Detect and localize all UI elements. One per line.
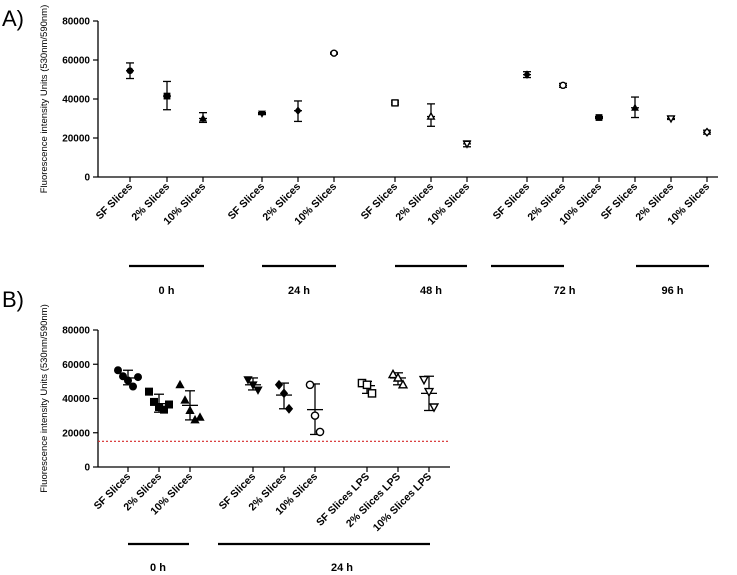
- data-point: [423, 387, 435, 398]
- data-point: [195, 412, 205, 421]
- data-point: [248, 381, 258, 390]
- data-point: [362, 380, 372, 390]
- mean-marker: [595, 114, 603, 121]
- panel-label: B): [2, 287, 24, 312]
- y-axis-label: Fluorescence intensity Units (530nm/590n…: [39, 5, 50, 194]
- mean-marker: [426, 111, 436, 120]
- data-point: [387, 368, 399, 379]
- group-label: 24 h: [331, 562, 353, 574]
- y-tick-label: 80000: [62, 17, 90, 28]
- data-point: [185, 405, 195, 414]
- y-tick-label: 0: [84, 173, 90, 184]
- data-point: [274, 379, 284, 390]
- category-label: 2% Slices LPS: [344, 471, 403, 530]
- data-point: [128, 382, 137, 391]
- group-label: 24 h: [288, 285, 310, 297]
- y-axis-label: Fluorescence intensity Units (530nm/590n…: [39, 304, 50, 493]
- mean-marker: [703, 127, 711, 137]
- mean-marker: [631, 103, 639, 111]
- group-label: 0 h: [150, 562, 166, 574]
- mean-marker: [126, 67, 134, 75]
- data-point: [124, 376, 133, 385]
- data-point: [180, 395, 190, 404]
- mean-marker: [294, 106, 302, 115]
- mean-marker: [258, 110, 266, 118]
- mean-marker: [330, 49, 338, 57]
- mean-marker: [391, 99, 399, 107]
- data-point: [119, 372, 128, 381]
- data-point: [392, 372, 404, 382]
- data-point: [397, 379, 409, 389]
- category-label: SF Slices: [94, 181, 136, 223]
- y-tick-label: 60000: [62, 360, 90, 371]
- data-point: [310, 411, 320, 420]
- data-point: [175, 379, 185, 389]
- data-point: [164, 400, 173, 409]
- panel-label: A): [2, 6, 24, 31]
- group-label: 96 h: [661, 285, 683, 297]
- data-point: [279, 388, 289, 399]
- group-label: 48 h: [420, 285, 442, 297]
- mean-marker: [559, 81, 567, 90]
- data-point: [284, 403, 294, 414]
- data-point: [428, 403, 440, 413]
- y-tick-label: 20000: [62, 134, 90, 145]
- data-point: [149, 397, 158, 406]
- data-point: [253, 386, 263, 395]
- group-label: 0 h: [159, 285, 175, 297]
- data-point: [159, 405, 168, 414]
- y-tick-label: 80000: [62, 326, 90, 337]
- group-label: 72 h: [553, 285, 575, 297]
- data-point: [305, 380, 315, 390]
- data-point: [144, 387, 153, 396]
- y-tick-label: 60000: [62, 56, 90, 67]
- data-point: [133, 373, 142, 382]
- mean-marker: [462, 140, 472, 149]
- data-point: [367, 389, 377, 398]
- mean-marker: [199, 114, 207, 122]
- y-tick-label: 40000: [62, 95, 90, 106]
- mean-marker: [523, 70, 531, 79]
- y-tick-label: 40000: [62, 394, 90, 405]
- y-tick-label: 0: [84, 463, 90, 474]
- data-point: [315, 427, 325, 437]
- mean-marker: [666, 115, 676, 124]
- mean-marker: [163, 92, 171, 100]
- category-label: 10% Slices LPS: [371, 471, 434, 534]
- data-point: [418, 375, 430, 386]
- y-tick-label: 20000: [62, 428, 90, 439]
- data-point: [243, 376, 253, 385]
- category-label: SF Slices LPS: [314, 471, 372, 529]
- data-point: [114, 366, 123, 375]
